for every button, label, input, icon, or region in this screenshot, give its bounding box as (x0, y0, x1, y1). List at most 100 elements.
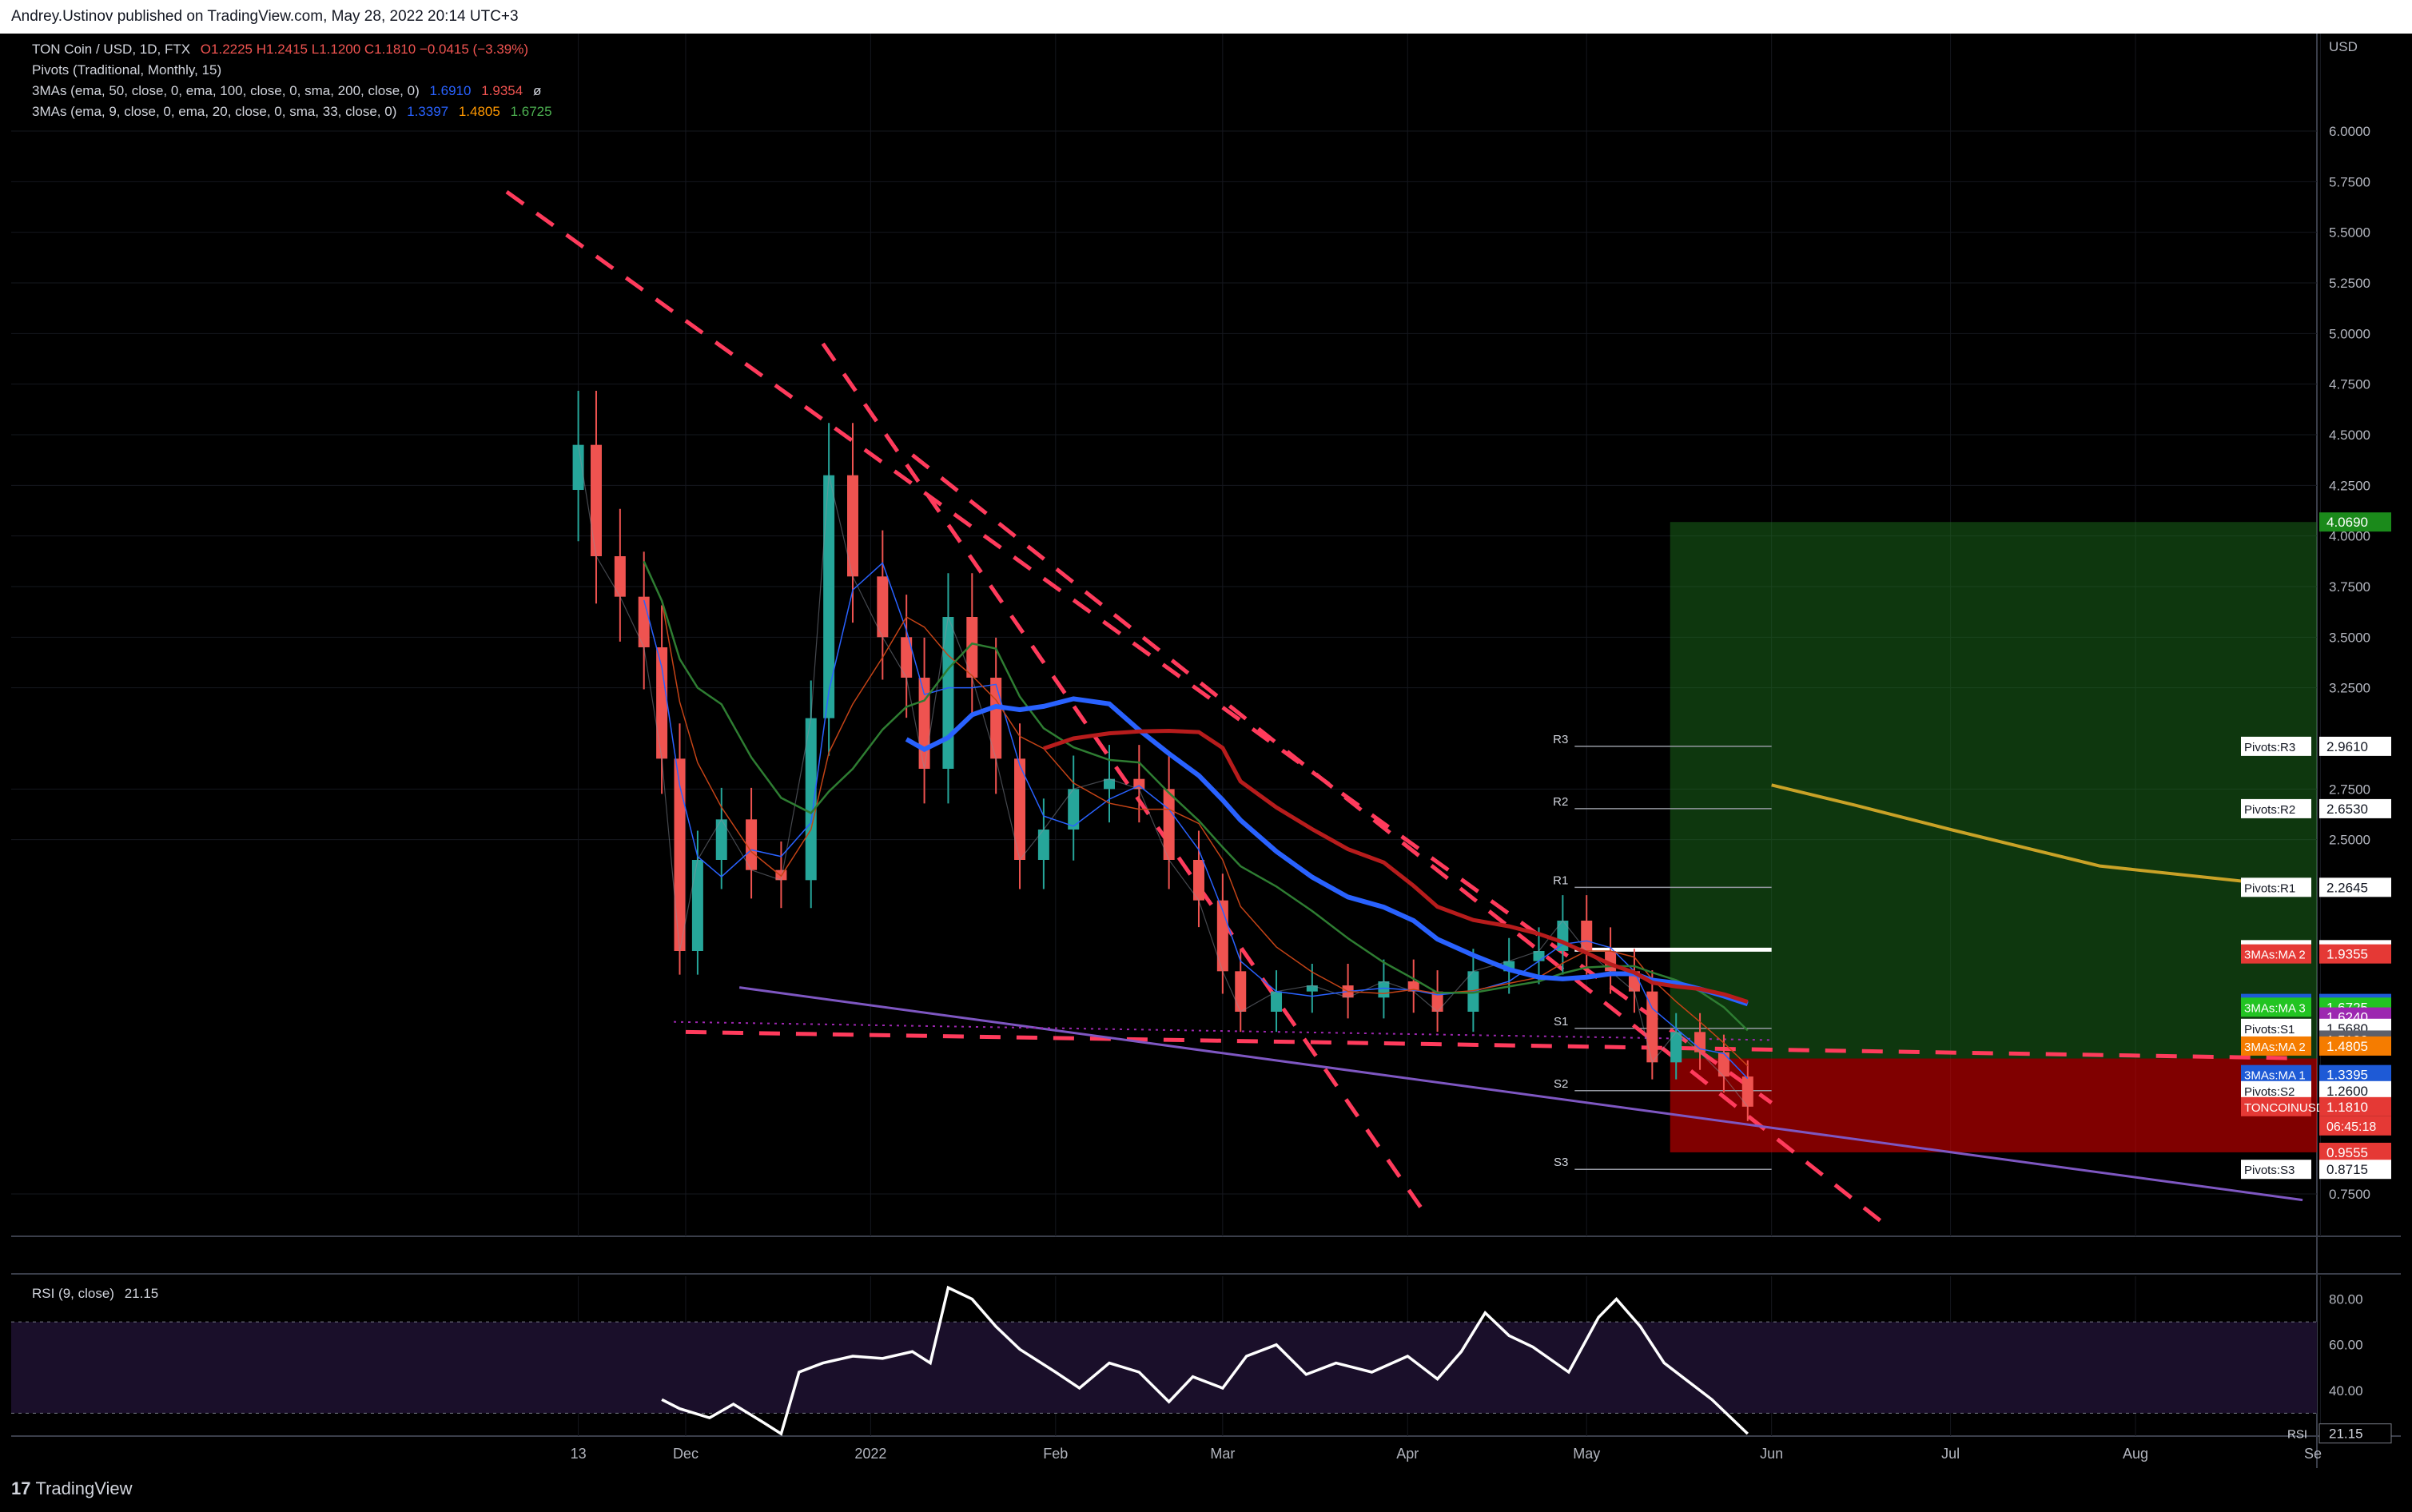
candle-body (1235, 971, 1247, 1012)
price-label-value-bg (2319, 1064, 2391, 1084)
candle-body (1581, 921, 1593, 951)
price-label-value-bg (2319, 798, 2391, 818)
candle-body (590, 444, 602, 556)
y-tick-label: 3.5000 (2329, 630, 2370, 645)
legend-ma-long-v2: 1.9354 (481, 83, 523, 98)
candle-body (1068, 789, 1080, 830)
price-label-tag: 3MAs:MA 3 (2244, 1001, 2306, 1015)
price-label-tag-bg (2241, 877, 2311, 897)
price-label-value: 2.9610 (2326, 739, 2368, 754)
candle (715, 787, 727, 889)
price-label-value-bg (2319, 1096, 2391, 1116)
trendline-steep-descending (821, 342, 1427, 1216)
x-tick-label: 13 (571, 1446, 587, 1462)
y-tick-label: 4.2500 (2329, 478, 2370, 493)
candle-body (966, 617, 978, 678)
price-label-tag: 3MAs:MA 2 (2244, 949, 2306, 962)
price-label: Pivots:R1 2.2645 (2241, 877, 2391, 897)
price-label-tag: Pivots:R1 (2244, 881, 2295, 895)
ma-ema50 (905, 696, 1749, 1007)
pivot-label-S1: S1 (1554, 1015, 1568, 1029)
rsi-value-label: 21.15 (2329, 1426, 2363, 1442)
y-tick-label: 6.0000 (2329, 124, 2370, 139)
candle (614, 508, 626, 642)
legend-rsi[interactable]: RSI (9, close) 21.15 (32, 1286, 158, 1302)
chart-svg[interactable]: 13 Dec 2022 Feb Mar Apr May Jun Jul Aug Se 6.0000 5.… (11, 34, 2401, 1468)
rsi-tick-label: 80.00 (2329, 1292, 2363, 1307)
candle-body (1717, 1052, 1729, 1077)
price-label-tag: Pivots:S2 (2244, 1085, 2295, 1099)
position-stop-zone (1670, 1058, 2317, 1152)
pivot-label-R3: R3 (1553, 733, 1568, 746)
candle-body (746, 819, 758, 870)
candle-body (1163, 789, 1175, 860)
price-label-tag: Pivots:S3 (2244, 1164, 2295, 1177)
candle (1192, 830, 1204, 928)
price-pane (11, 34, 2401, 1236)
price-label-value: 0.9555 (2326, 1145, 2368, 1160)
price-label-value: 1.9355 (2326, 947, 2368, 962)
legend-ma-long-label: 3MAs (ema, 50, close, 0, ema, 100, close… (32, 83, 420, 98)
pivot-label-S3: S3 (1554, 1156, 1568, 1169)
publisher-bar: Andrey.Ustinov published on TradingView.… (0, 0, 2412, 34)
candle (572, 391, 584, 542)
candle-body (656, 647, 668, 759)
dotted-support-line (674, 1021, 1772, 1041)
x-tick-label: 2022 (854, 1446, 886, 1462)
price-label: 0.9555 (2319, 1142, 2391, 1162)
candle-body (901, 637, 913, 678)
candle-body (674, 758, 686, 951)
candle (1104, 745, 1115, 823)
legend-ma-short-v1: 1.3397 (407, 104, 449, 119)
price-label-tag-bg (2241, 1096, 2311, 1116)
candle (1068, 755, 1080, 861)
candle-body (1378, 981, 1390, 998)
price-label-tag: TONCOINUSD (2244, 1101, 2325, 1115)
trendline-mid-descending (911, 453, 1887, 1226)
price-label-value-bg (2319, 512, 2391, 532)
candle-body (942, 617, 954, 769)
legend-ma-short[interactable]: 3MAs (ema, 9, close, 0, ema, 20, close, … (32, 104, 552, 120)
y-tick-label: 0.7500 (2329, 1187, 2370, 1202)
ma-sma33 (643, 560, 1749, 1032)
rsi-value-bg (2318, 1423, 2392, 1444)
legend-pivots[interactable]: Pivots (Traditional, Monthly, 15) (32, 62, 222, 78)
y-tick-label: 3.2500 (2329, 681, 2370, 696)
candle-body (691, 860, 703, 951)
candle (1717, 1034, 1729, 1093)
price-label-tag-bg (2241, 1064, 2311, 1084)
x-tick-label: Jul (1941, 1446, 1960, 1462)
price-label-value-bg (2319, 1036, 2391, 1056)
candle (1271, 970, 1283, 1033)
legend-ma-long[interactable]: 3MAs (ema, 50, close, 0, ema, 100, close… (32, 83, 541, 99)
candle-body (1646, 991, 1658, 1063)
x-tick-label: Feb (1043, 1446, 1068, 1462)
y-tick-label: 2.7500 (2329, 782, 2370, 797)
price-label-value: 0.8715 (2326, 1162, 2368, 1177)
chart-area[interactable]: 13 Dec 2022 Feb Mar Apr May Jun Jul Aug Se 6.0000 5.… (11, 34, 2401, 1468)
legend-ma-long-v1: 1.6910 (429, 83, 472, 98)
candle (1037, 798, 1049, 889)
price-label-value-bg (2319, 944, 2391, 964)
y-tick-label: 4.5000 (2329, 428, 2370, 443)
y-tick-label: 5.0000 (2329, 326, 2370, 341)
candle-body (614, 556, 626, 597)
candle (877, 530, 889, 680)
ma-ema100 (1043, 728, 1749, 1005)
candle (746, 787, 758, 899)
price-label-tag-bg (2241, 997, 2311, 1017)
x-tick-label: Dec (673, 1446, 699, 1462)
price-label: 3MAs:MA 2 1.4805 (2241, 1036, 2391, 1056)
price-label: TONCOINUSD 1.1810 (2241, 1096, 2391, 1116)
price-label-value: 2.2645 (2326, 880, 2368, 895)
legend-symbol-line[interactable]: TON Coin / USD, 1D, FTX O1.2225 H1.2415 … (32, 42, 528, 58)
position-target-zone (1670, 522, 2317, 1059)
price-label: Pivots:R2 2.6530 (2241, 798, 2391, 818)
rsi-tick-label: 40.00 (2329, 1383, 2363, 1399)
legend-rsi-label: RSI (9, close) (32, 1286, 114, 1301)
x-tick-label: May (1573, 1446, 1600, 1462)
price-label-tag: 3MAs:MA 1 (2244, 1069, 2306, 1083)
tradingview-logo[interactable]: 17 TradingView (11, 1478, 133, 1499)
legend-symbol[interactable]: TON Coin / USD, 1D, FTX (32, 42, 191, 57)
pivot-label-S2: S2 (1554, 1077, 1568, 1091)
